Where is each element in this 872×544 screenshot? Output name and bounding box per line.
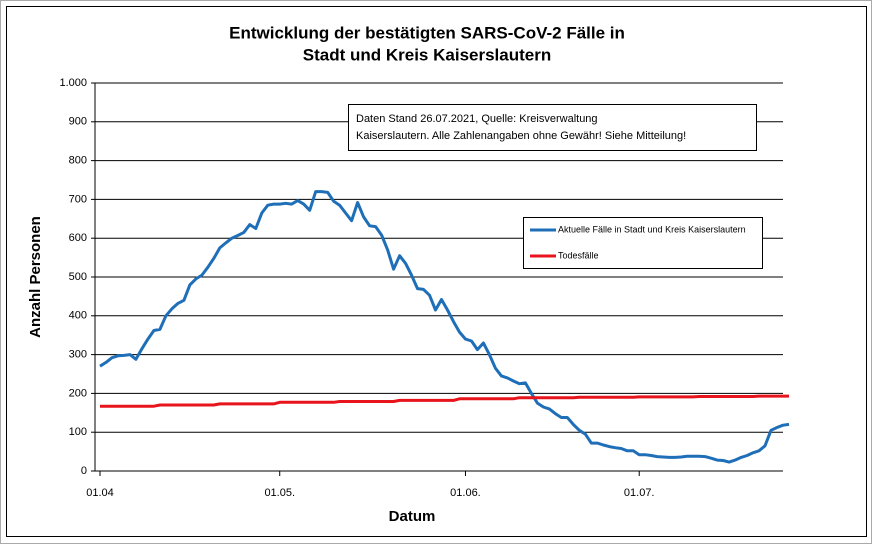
y-tick-label: 1.000 [59,77,87,89]
chart-border [6,6,867,537]
x-tick-label: 01.04 [86,487,114,499]
annotation: Daten Stand 26.07.2021, Quelle: Kreisver… [356,113,598,125]
x-tick-label: 01.07. [624,487,655,499]
y-tick-label: 0 [81,465,87,477]
legend-entries: Aktuelle Fälle in Stadt und Kreis Kaiser… [530,224,746,260]
legend-label: Aktuelle Fälle in Stadt und Kreis Kaiser… [558,224,746,234]
chart-title: Stadt und Kreis Kaiserslautern [303,45,551,64]
x-tick-label: 01.06. [450,487,481,499]
y-tick-label: 800 [69,155,87,167]
y-tick-label: 600 [69,232,87,244]
y-tick-label: 200 [69,387,87,399]
y-tick-label: 500 [69,271,87,283]
legend [523,217,763,269]
x-axis-label: Datum [389,508,436,525]
series-line [100,394,789,408]
y-tick-label: 400 [69,310,87,322]
y-tick-label: 900 [69,116,87,128]
annotation: Kaiserslautern. Alle Zahlenangaben ohne … [356,130,686,142]
y-tick-label: 300 [69,349,87,361]
annotation-box [348,104,757,151]
chart-title: Entwicklung der bestätigten SARS-CoV-2 F… [229,23,625,42]
legend-label: Todesfälle [558,250,599,260]
y-tick-label: 700 [69,193,87,205]
y-axis-label: Anzahl Personen [27,216,44,338]
series-line [99,190,790,464]
y-tick-label: 100 [69,426,87,438]
x-tick-label: 01.05. [264,487,295,499]
